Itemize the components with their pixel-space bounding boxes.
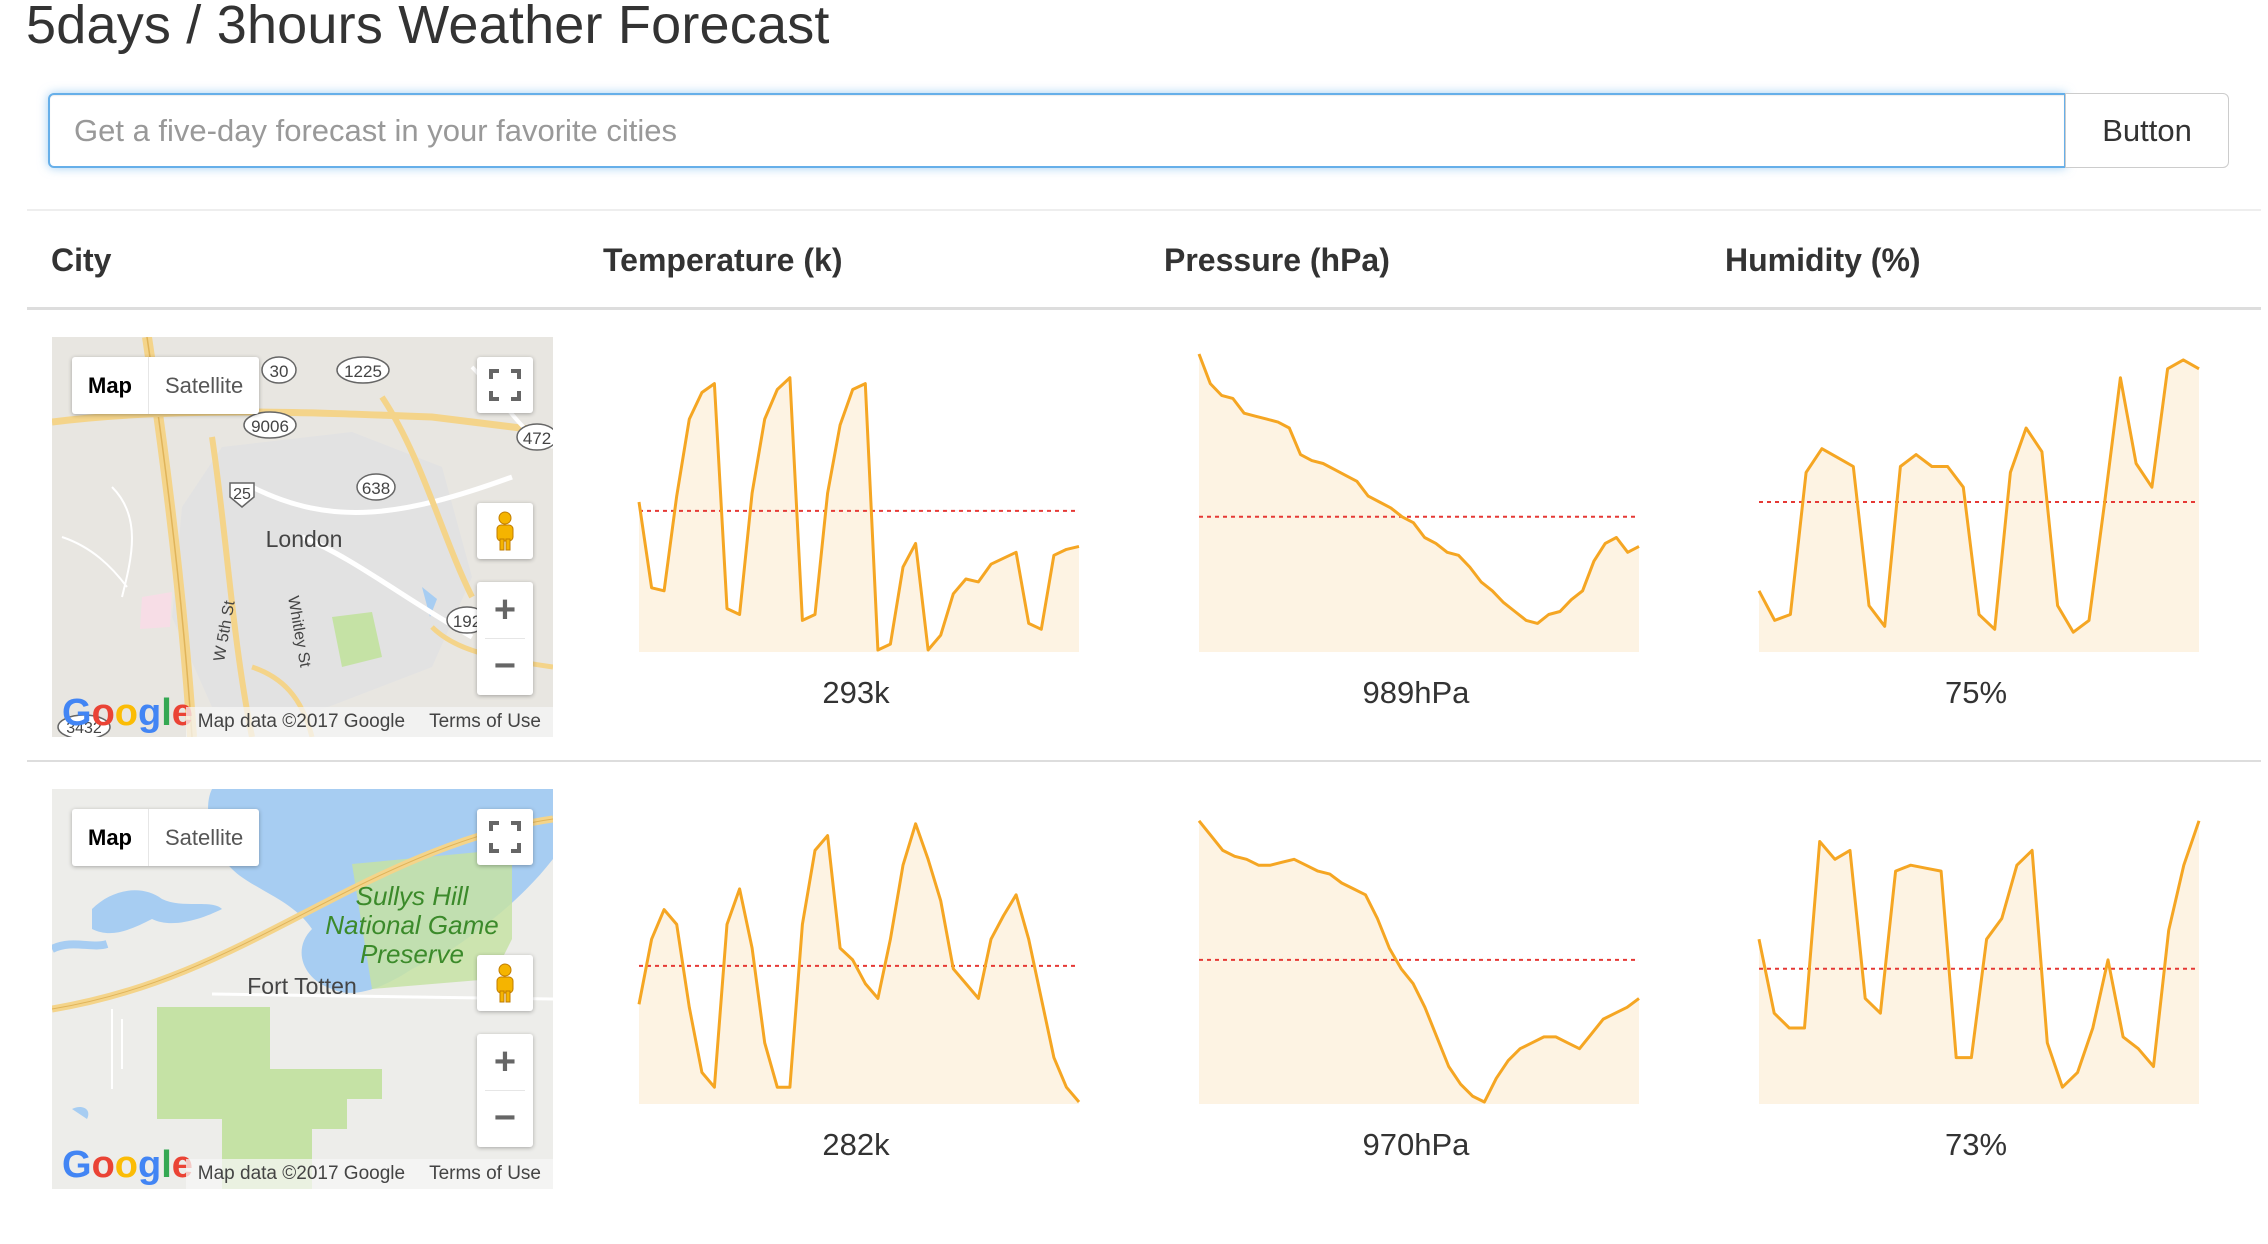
search-button[interactable]: Button (2065, 93, 2229, 168)
city-map-fort-totten[interactable]: Sullys Hill National Game Preserve Fort … (52, 789, 553, 1189)
route-label: 3432 (66, 720, 102, 737)
pegman-icon (496, 963, 514, 1003)
route-label: 192 (453, 612, 481, 631)
route-label: 30 (270, 362, 289, 381)
temperature-value: 282k (822, 1127, 890, 1162)
map-data-credit: Map data ©2017 Google (197, 711, 406, 732)
park-label: Sullys Hill (356, 881, 470, 911)
zoom-divider (485, 1090, 525, 1091)
street-view-button[interactable] (477, 955, 533, 1011)
zoom-control: + − (477, 582, 533, 695)
zoom-control: + − (477, 1034, 533, 1147)
map-attribution: Map data ©2017 Google Terms of Use (185, 1159, 553, 1189)
column-header-city: City (51, 242, 112, 278)
map-type-control: Map Satellite (72, 357, 260, 414)
terms-of-use-link[interactable]: Terms of Use (429, 1163, 541, 1184)
humidity-value: 75% (1944, 675, 2008, 710)
map-type-satellite-button[interactable]: Satellite (165, 824, 244, 850)
map-type-satellite-button[interactable]: Satellite (165, 372, 244, 398)
map-type-map-button[interactable]: Map (72, 809, 149, 866)
park-label: National Game (325, 910, 498, 940)
zoom-out-icon[interactable]: − (493, 1096, 517, 1139)
map-data-credit: Map data ©2017 Google (197, 1163, 406, 1184)
column-header-temperature: Temperature (k) (603, 242, 843, 278)
fullscreen-button[interactable] (477, 357, 533, 413)
place-label: London (266, 526, 343, 552)
street-view-button[interactable] (477, 503, 533, 559)
sparkline-line (637, 822, 1081, 1103)
temperature-value: 293k (822, 675, 890, 710)
search-bar: Button (48, 93, 2229, 168)
sparkline-area (639, 823, 1079, 1104)
fullscreen-button[interactable] (477, 809, 533, 865)
route-label: 472 (523, 429, 551, 448)
sparkline-line (1197, 353, 1640, 625)
fullscreen-icon (489, 821, 521, 853)
google-logo: Google (62, 1144, 193, 1186)
fullscreen-icon (489, 369, 521, 401)
pressure-sparkline (1197, 819, 1640, 1104)
route-label: 638 (362, 479, 390, 498)
column-header-humidity: Humidity (%) (1725, 242, 1921, 278)
sparkline-line (1197, 819, 1640, 1104)
route-label: 25 (233, 486, 251, 503)
park-label: Preserve (360, 939, 464, 969)
pegman-icon (496, 511, 514, 551)
city-map-london[interactable]: 30 1225 9006 472 25 638 192 London W 5th… (52, 337, 553, 737)
pressure-value: 970hPa (1362, 1127, 1470, 1162)
table-header-divider (27, 307, 2261, 310)
column-header-pressure: Pressure (hPa) (1164, 242, 1390, 278)
page-title: 5days / 3hours Weather Forecast (26, 0, 830, 55)
sparkline-area (639, 377, 1079, 652)
sparkline-line (1757, 820, 2201, 1089)
zoom-divider (485, 638, 525, 639)
place-label: Fort Totten (247, 973, 357, 999)
sparkline-area (1759, 820, 2199, 1104)
zoom-out-icon[interactable]: − (493, 644, 517, 687)
map-type-control: Map Satellite (72, 809, 260, 866)
table-row-divider (27, 760, 2261, 762)
map-type-map-button[interactable]: Map (72, 357, 149, 414)
route-label: 9006 (251, 417, 289, 436)
sparkline-area (1759, 359, 2199, 652)
pressure-value: 989hPa (1362, 675, 1470, 710)
sparkline-line (637, 376, 1080, 652)
sparkline-area (1199, 354, 1639, 652)
temperature-sparkline (637, 822, 1081, 1104)
temperature-sparkline (637, 376, 1080, 652)
pressure-sparkline (1197, 353, 1640, 652)
route-label: 1225 (344, 362, 382, 381)
zoom-in-icon[interactable]: + (493, 1040, 517, 1083)
sparkline-line (1757, 358, 2200, 634)
divider (27, 209, 2261, 211)
google-logo: Google (62, 692, 193, 734)
sparkline-area (1199, 820, 1639, 1104)
humidity-sparkline (1757, 820, 2201, 1104)
humidity-value: 73% (1944, 1127, 2008, 1162)
city-search-input[interactable] (48, 93, 2066, 168)
terms-of-use-link[interactable]: Terms of Use (429, 711, 541, 732)
map-attribution: Map data ©2017 Google Terms of Use (185, 707, 553, 737)
humidity-sparkline (1757, 358, 2200, 652)
zoom-in-icon[interactable]: + (493, 588, 517, 631)
